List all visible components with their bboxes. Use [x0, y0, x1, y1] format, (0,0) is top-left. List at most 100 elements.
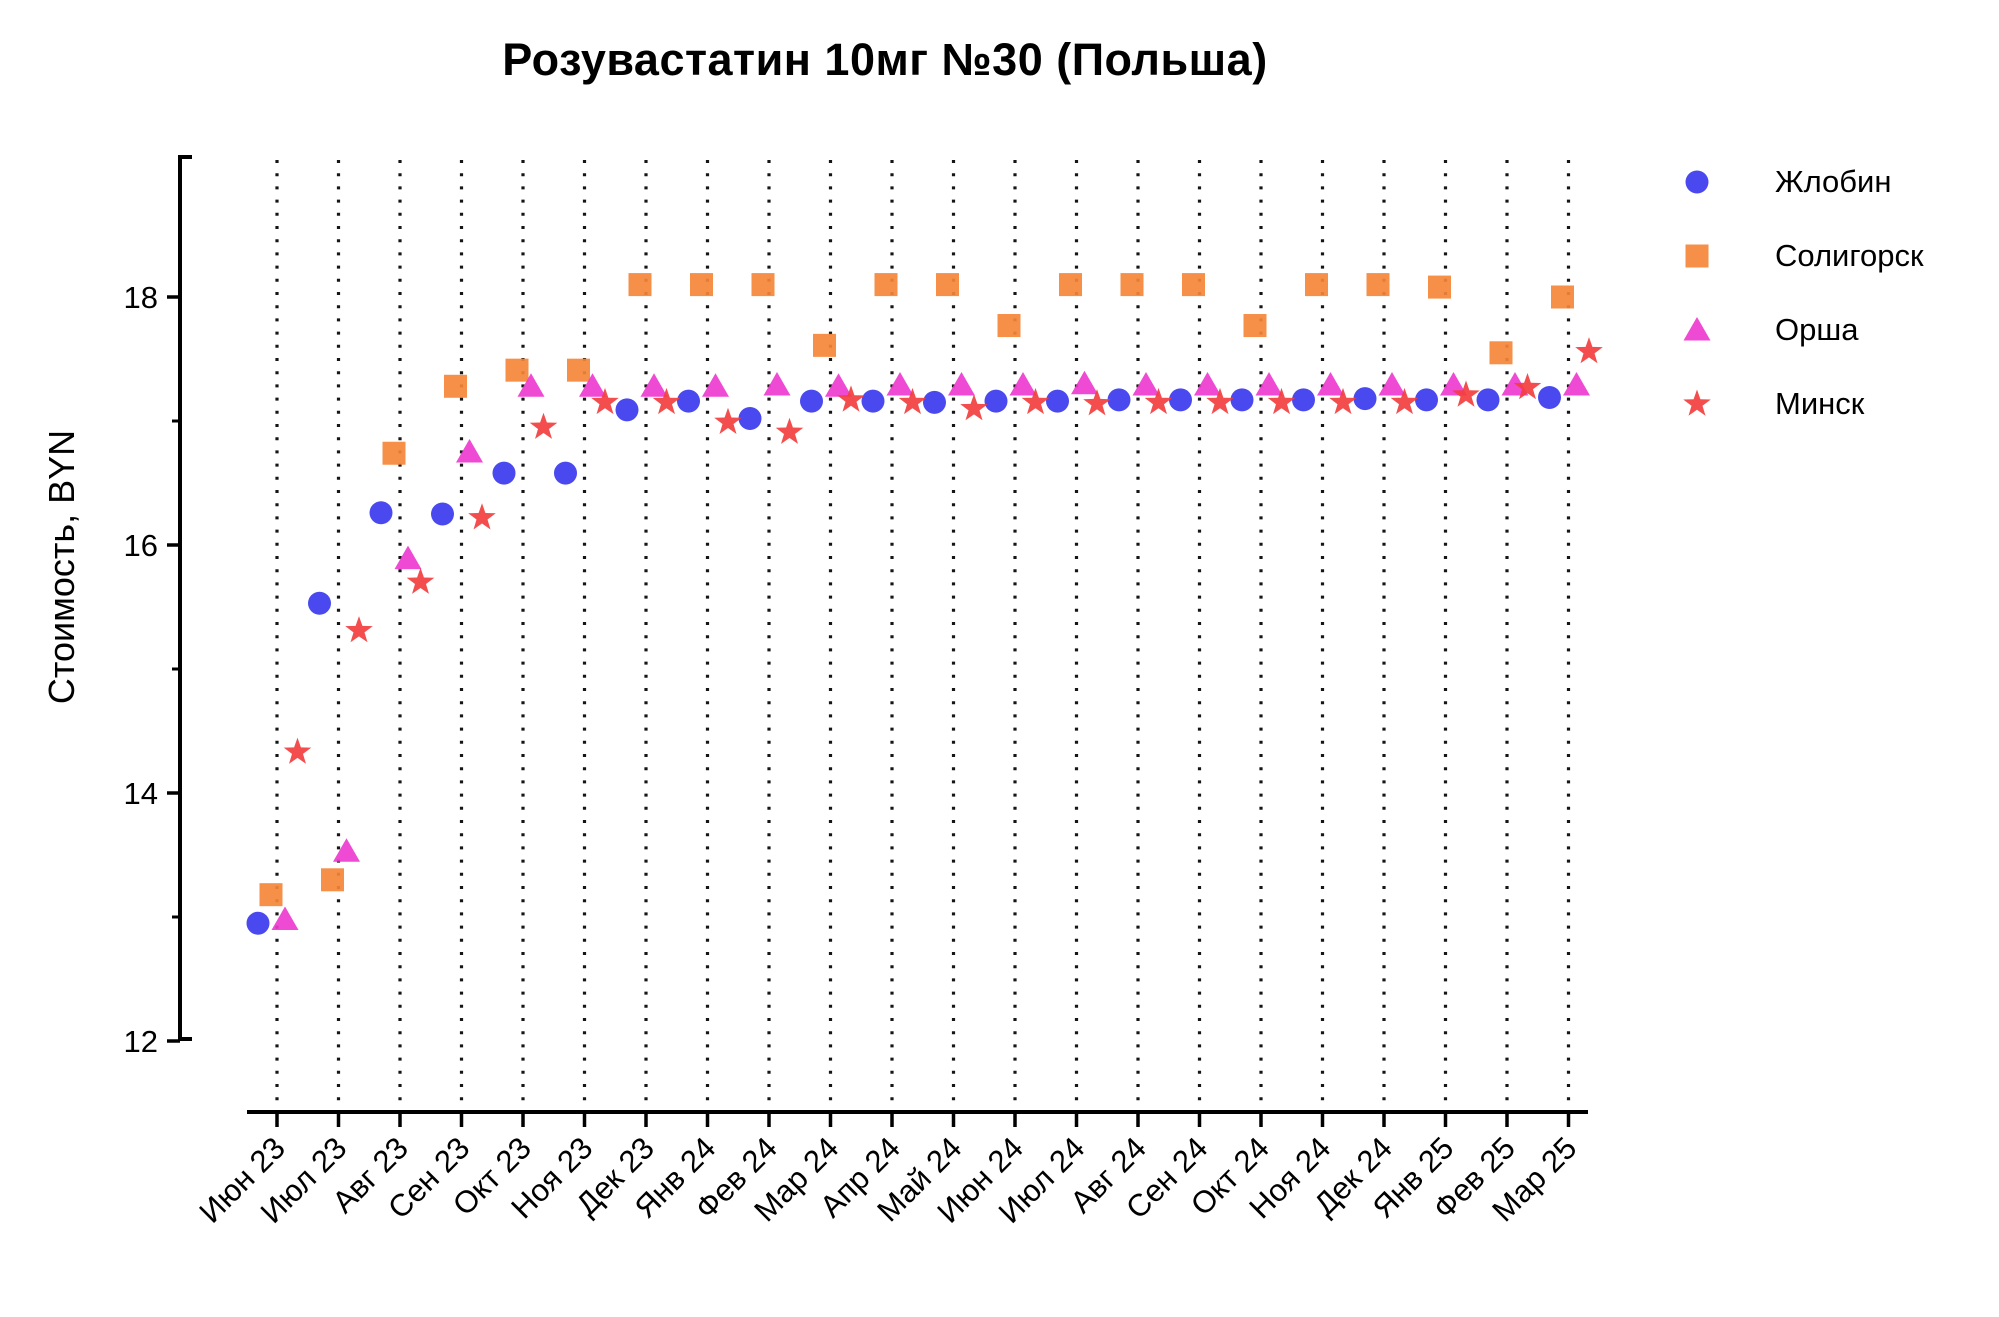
- star-marker: [1267, 387, 1296, 415]
- legend-label: Солигорск: [1775, 238, 1924, 273]
- star-marker: [1329, 387, 1357, 415]
- y-tick-label: 18: [124, 280, 158, 315]
- square-marker: [382, 441, 406, 465]
- triangle-marker: [394, 545, 422, 570]
- triangle-marker: [948, 372, 975, 396]
- square-marker: [690, 273, 713, 297]
- star-marker: [960, 394, 988, 421]
- triangle-marker: [1563, 372, 1590, 396]
- triangle-marker: [1440, 372, 1467, 396]
- square-marker: [1182, 273, 1205, 297]
- square-marker: [1489, 341, 1513, 365]
- square-marker-icon: [1685, 244, 1709, 268]
- triangle-marker-icon: [1683, 317, 1711, 341]
- star-marker: [1206, 387, 1234, 415]
- square-marker: [1551, 285, 1574, 309]
- square-marker: [321, 868, 344, 892]
- legend-item-soligorsk: Солигорск: [1675, 219, 1924, 293]
- circle-marker: [861, 389, 885, 413]
- square-marker: [1428, 275, 1451, 299]
- circle-marker: [1169, 388, 1192, 412]
- circle-marker: [1538, 385, 1561, 409]
- star-marker: [1575, 337, 1603, 364]
- legend-label: Жлобин: [1775, 164, 1892, 199]
- triangle-marker: [1009, 372, 1037, 396]
- legend-label: Орша: [1775, 312, 1859, 347]
- triangle-marker: [702, 373, 729, 397]
- circle-marker: [1685, 170, 1709, 194]
- triangle-marker: [1683, 317, 1711, 341]
- triangle-marker: [1317, 372, 1344, 396]
- star-marker: [283, 737, 312, 764]
- legend-item-minsk: Минск: [1675, 367, 1864, 441]
- circle-marker: [246, 911, 270, 935]
- circle-marker: [1230, 388, 1254, 412]
- series-Солигорск: [259, 273, 1574, 907]
- square-marker: [1685, 244, 1709, 268]
- square-marker: [813, 333, 836, 357]
- triangle-marker: [333, 838, 360, 862]
- star-marker: [1021, 387, 1050, 415]
- star-marker: [652, 387, 681, 415]
- triangle-marker: [517, 373, 545, 397]
- triangle-marker: [1255, 372, 1283, 396]
- circle-marker: [308, 591, 331, 615]
- y-ticks: 12 14 16 18: [124, 280, 180, 1059]
- star-marker: [529, 412, 558, 439]
- square-marker: [1120, 273, 1144, 297]
- circle-marker: [800, 389, 823, 413]
- circle-marker: [923, 390, 946, 414]
- circle-marker: [369, 501, 393, 525]
- circle-marker: [615, 398, 639, 422]
- star-marker: [1390, 387, 1419, 415]
- star-marker: [406, 567, 435, 594]
- circle-marker-icon: [1685, 170, 1709, 194]
- star-marker: [468, 503, 496, 530]
- square-marker: [444, 374, 467, 398]
- y-tick-label: 12: [124, 1024, 158, 1059]
- square-marker: [259, 883, 283, 907]
- triangle-marker: [825, 373, 852, 397]
- star-marker: [1513, 373, 1542, 400]
- y-tick-label: 16: [124, 528, 158, 563]
- square-marker: [1243, 314, 1267, 338]
- chart-title: Розувастатин 10мг №30 (Польша): [502, 34, 1268, 85]
- square-marker: [505, 358, 529, 382]
- star-marker: [345, 616, 373, 643]
- star-marker: [1144, 387, 1173, 415]
- square-marker: [567, 358, 590, 382]
- triangle-marker: [886, 372, 914, 396]
- circle-marker: [554, 461, 577, 485]
- triangle-marker: [456, 439, 483, 463]
- square-marker: [1366, 273, 1390, 297]
- series-Орша: [271, 370, 1590, 930]
- star-marker-icon: [1683, 389, 1711, 416]
- triangle-marker: [1194, 372, 1221, 396]
- star-marker: [898, 387, 927, 415]
- square-marker: [628, 273, 652, 297]
- circle-marker: [1353, 387, 1377, 411]
- series-Минск: [283, 337, 1603, 764]
- legend-label: Минск: [1775, 386, 1865, 421]
- legend-item-zhlobin: Жлобин: [1675, 145, 1892, 219]
- circle-marker: [1415, 388, 1438, 412]
- triangle-marker: [1132, 372, 1160, 396]
- star-marker: [837, 385, 865, 412]
- square-marker: [751, 273, 775, 297]
- circle-marker: [492, 461, 516, 485]
- circle-marker: [677, 389, 700, 413]
- triangle-marker: [1378, 372, 1406, 396]
- axes: [178, 155, 1588, 1114]
- square-marker: [997, 314, 1021, 338]
- triangle-marker: [640, 373, 668, 397]
- circle-marker: [1292, 388, 1315, 412]
- star-marker: [1683, 389, 1711, 416]
- legend-item-orsha: Орша: [1675, 293, 1858, 367]
- star-marker: [775, 417, 804, 444]
- triangle-marker: [271, 906, 299, 930]
- star-marker: [714, 407, 742, 434]
- square-marker: [936, 273, 959, 297]
